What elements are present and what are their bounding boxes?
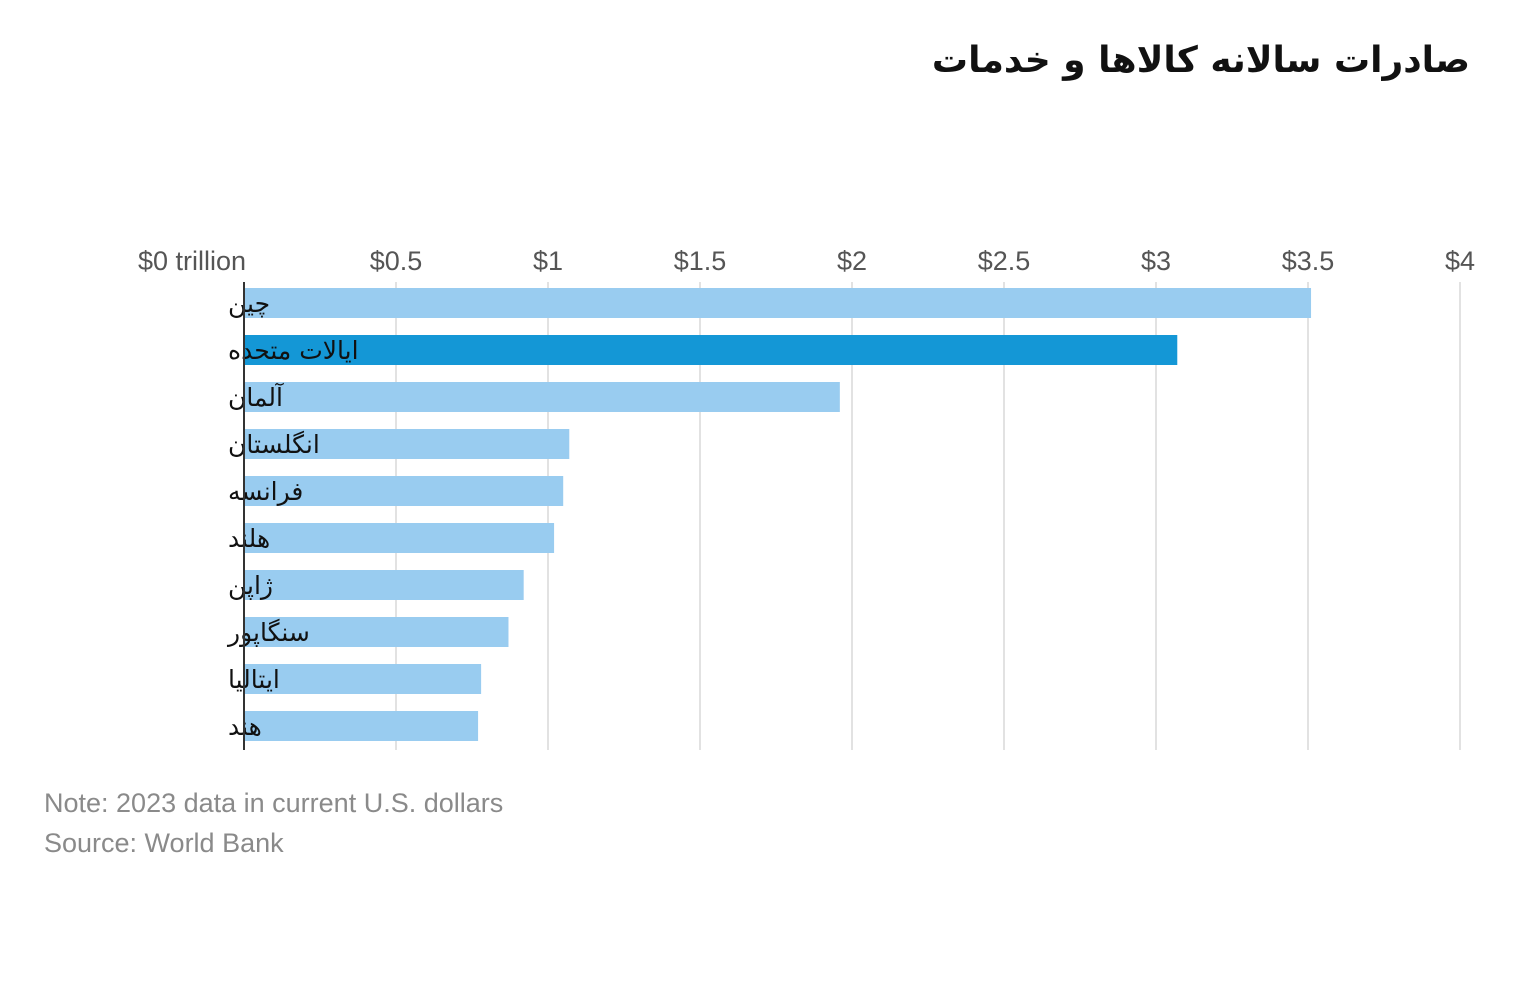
category-label: ایالات متحده <box>228 336 359 365</box>
bar <box>244 429 570 459</box>
bar <box>244 617 509 647</box>
bars <box>244 288 1312 741</box>
bar <box>244 476 564 506</box>
x-tick-label: $1 <box>533 246 563 276</box>
bar <box>244 288 1312 318</box>
x-tick-label: $3 <box>1141 246 1171 276</box>
bar <box>244 382 840 412</box>
x-tick-label: $2 <box>837 246 867 276</box>
chart-notes: Note: 2023 data in current U.S. dollars … <box>44 783 503 863</box>
x-tick-label: $0.5 <box>370 246 423 276</box>
category-label: فرانسه <box>228 477 303 506</box>
category-label: ایتالیا <box>228 665 280 694</box>
category-labels: چین ایالات متحده آلمان انگلستان فرانسه هلند ژا… <box>226 289 359 741</box>
x-tick-label: $4 <box>1445 246 1475 276</box>
category-label: سنگاپور <box>226 618 310 647</box>
bar <box>244 664 482 694</box>
bar <box>244 570 524 600</box>
bar <box>244 335 1178 365</box>
chart-title: صادرات سالانه کالاها و خدمات <box>931 40 1470 81</box>
bar <box>244 711 479 741</box>
category-label: ژاپن <box>228 571 273 600</box>
category-label: چین <box>228 289 270 318</box>
category-label: هلند <box>228 524 270 553</box>
x-tick-label: $3.5 <box>1282 246 1335 276</box>
source-text: Source: World Bank <box>44 828 284 858</box>
x-axis-ticks: $0 trillion $0.5 $1 $1.5 $2 $2.5 $3 $3.5 $4 <box>138 246 1475 276</box>
category-label: انگلستان <box>228 430 320 459</box>
x-tick-label: $0 trillion <box>138 246 246 276</box>
note-text: Note: 2023 data in current U.S. dollars <box>44 788 504 818</box>
x-tick-label: $2.5 <box>978 246 1031 276</box>
x-tick-label: $1.5 <box>674 246 727 276</box>
category-label: آلمان <box>228 382 284 412</box>
bar <box>244 523 555 553</box>
